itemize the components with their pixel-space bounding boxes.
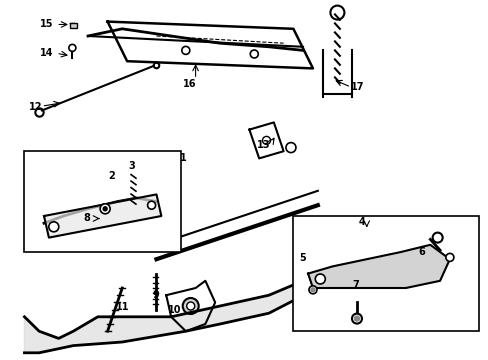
Circle shape [186, 302, 194, 310]
Text: 9: 9 [152, 290, 159, 300]
Text: 17: 17 [350, 82, 364, 92]
Text: 7: 7 [352, 280, 359, 290]
Text: 13: 13 [257, 140, 270, 150]
Polygon shape [44, 194, 161, 238]
Circle shape [330, 6, 344, 19]
Circle shape [69, 44, 76, 51]
Text: 1: 1 [180, 153, 186, 163]
Text: 2: 2 [108, 171, 115, 181]
Text: 11: 11 [115, 302, 129, 312]
Text: 6: 6 [417, 247, 424, 257]
Text: 8: 8 [83, 213, 90, 223]
Circle shape [147, 201, 155, 209]
Text: 15: 15 [40, 19, 53, 30]
Circle shape [308, 286, 316, 294]
Bar [70, 23, 77, 28]
Polygon shape [307, 245, 449, 288]
Polygon shape [24, 259, 317, 353]
Circle shape [354, 316, 359, 321]
Circle shape [432, 233, 442, 243]
Text: 16: 16 [183, 78, 196, 89]
Circle shape [262, 136, 270, 144]
Text: 10: 10 [168, 305, 182, 315]
Circle shape [49, 222, 59, 232]
Circle shape [310, 288, 314, 292]
Text: 3: 3 [128, 161, 135, 171]
Text: 14: 14 [40, 48, 53, 58]
Circle shape [351, 314, 361, 324]
Circle shape [183, 298, 198, 314]
Circle shape [95, 213, 105, 224]
Circle shape [100, 204, 110, 214]
Text: 12: 12 [28, 102, 42, 112]
Circle shape [445, 253, 453, 261]
Circle shape [103, 207, 107, 211]
Circle shape [285, 143, 295, 153]
Circle shape [250, 50, 258, 58]
Circle shape [182, 46, 189, 54]
Bar [293, 216, 478, 331]
Text: 5: 5 [298, 253, 305, 264]
Circle shape [315, 274, 325, 284]
Text: 4: 4 [358, 217, 365, 228]
Bar [24, 151, 181, 252]
